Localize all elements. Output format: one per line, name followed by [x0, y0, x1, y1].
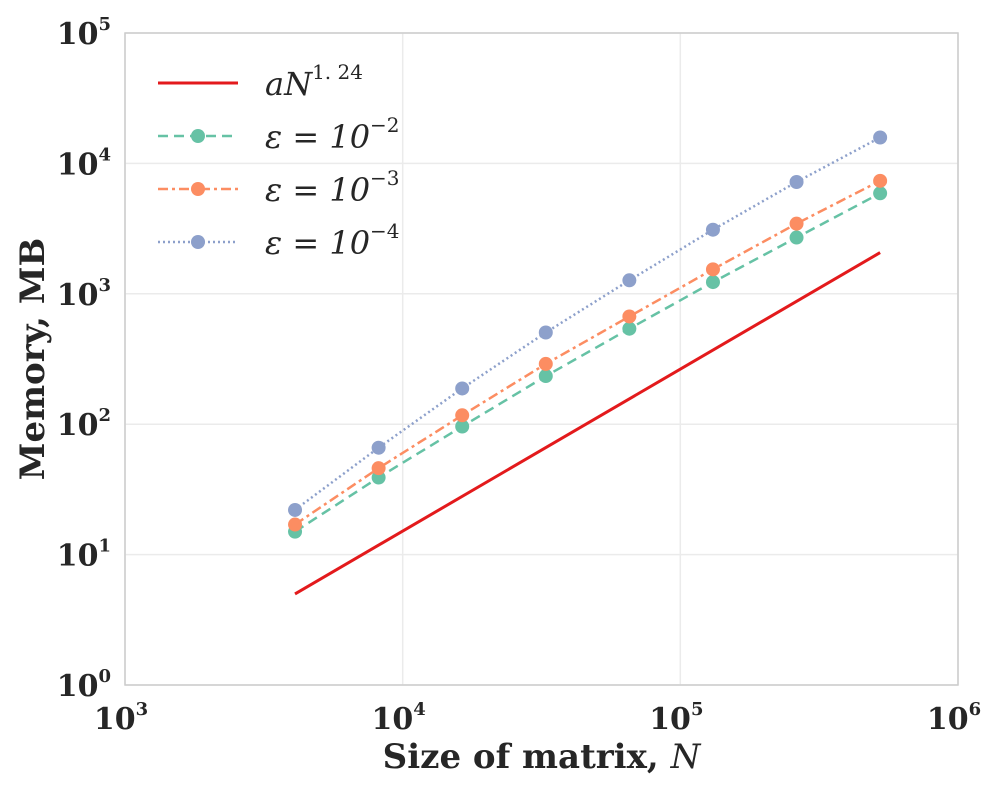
series-2-point	[622, 309, 637, 324]
series-line-3	[294, 136, 881, 511]
ticks: 103 104 105 106 100 101 102 103 104 105	[57, 14, 981, 737]
legend-marker-1	[191, 129, 205, 143]
series-1-point	[622, 321, 637, 336]
series-3-point	[538, 325, 553, 340]
y-tick-label: 104	[57, 144, 111, 182]
series-2-point	[538, 356, 553, 371]
series-3-point	[622, 273, 637, 288]
legend-label-2: ε = 10−3	[265, 166, 400, 209]
y-axis-label: Memory, MB	[13, 238, 53, 480]
legend: aN1. 24 ε = 10−2 ε = 10−3 ε = 10−4	[158, 60, 400, 262]
x-axis-label: Size of matrix, N	[383, 737, 702, 777]
series-1-point	[538, 369, 553, 384]
y-tick-label: 102	[57, 405, 111, 443]
series-2-point	[705, 262, 720, 277]
series-3-point	[789, 175, 804, 190]
legend-marker-2	[191, 182, 205, 196]
series-2-point	[288, 517, 303, 532]
series-3-point	[705, 222, 720, 237]
series-line-2	[294, 179, 881, 526]
plot-frame	[124, 32, 959, 686]
series-1-point	[455, 419, 470, 434]
series-3-point	[288, 502, 303, 517]
series-layer	[288, 130, 888, 596]
series-2-point	[789, 216, 804, 231]
series-line-1	[294, 192, 881, 533]
series-1-point	[789, 230, 804, 245]
y-tick-label: 105	[57, 14, 111, 52]
x-tick-label: 103	[94, 699, 148, 737]
series-line-0	[294, 251, 881, 596]
series-3-point	[455, 381, 470, 396]
series-1-point	[873, 186, 888, 201]
x-axis-label-text: Size of matrix,	[383, 737, 659, 777]
y-tick-label: 103	[57, 275, 111, 313]
x-tick-label: 104	[372, 699, 426, 737]
x-axis-label-var: N	[670, 737, 702, 777]
legend-label-0: aN1. 24	[265, 60, 363, 103]
series-2-point	[455, 408, 470, 423]
y-tick-label: 100	[57, 666, 111, 704]
x-tick-label: 105	[649, 699, 703, 737]
legend-marker-3	[191, 235, 205, 249]
legend-label-3: ε = 10−4	[265, 219, 400, 262]
series-2-point	[873, 173, 888, 188]
series-3-point	[873, 130, 888, 145]
x-tick-label: 106	[927, 699, 981, 737]
y-tick-label: 101	[57, 536, 111, 574]
series-2-point	[371, 461, 386, 476]
legend-label-1: ε = 10−2	[265, 113, 400, 156]
series-1-point	[705, 275, 720, 290]
series-3-point	[371, 440, 386, 455]
